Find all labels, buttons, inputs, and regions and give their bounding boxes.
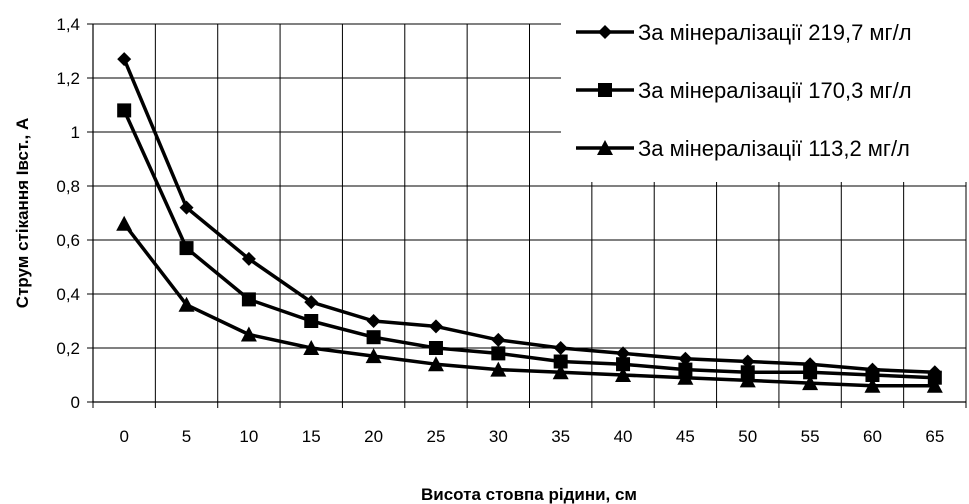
- data-point: [678, 351, 693, 366]
- data-point: [240, 326, 257, 342]
- y-tick-label: 0,2: [56, 339, 80, 358]
- y-tick-label: 1,4: [56, 15, 80, 34]
- x-tick-label: 20: [364, 427, 383, 446]
- x-tick-label: 40: [614, 427, 633, 446]
- legend: За мінералізації 219,7 мг/л За мінераліза…: [561, 4, 969, 182]
- data-point: [739, 372, 756, 388]
- series-3: [116, 215, 943, 393]
- x-tick-label: 5: [182, 427, 191, 446]
- data-point: [864, 377, 881, 393]
- series-line: [122, 58, 935, 375]
- data-point: [491, 332, 506, 347]
- x-tick-label: 65: [925, 427, 944, 446]
- data-point: [553, 341, 568, 355]
- legend-label: За мінералізації 219,7 мг/л: [638, 20, 912, 45]
- data-point: [740, 354, 755, 369]
- data-point: [865, 368, 880, 382]
- data-point: [927, 370, 942, 385]
- x-tick-label: 0: [119, 427, 128, 446]
- data-point: [552, 364, 569, 380]
- legend-entry: За мінералізації 170,3 мг/л: [576, 78, 912, 103]
- data-point: [926, 377, 943, 393]
- x-tick-label: 10: [239, 427, 258, 446]
- data-point: [116, 215, 133, 231]
- x-tick-label: 25: [427, 427, 446, 446]
- data-point: [303, 340, 320, 355]
- data-point: [677, 369, 694, 385]
- data-point: [179, 200, 194, 215]
- x-tick-label: 55: [801, 427, 820, 446]
- series-1: [117, 52, 942, 380]
- y-tick-label: 0,4: [56, 285, 80, 304]
- legend-label: За мінералізації 170,3 мг/л: [638, 78, 912, 103]
- y-tick-label: 0: [71, 393, 80, 412]
- legend-entry: За мінералізації 219,7 мг/л: [576, 20, 912, 45]
- data-point: [803, 365, 818, 380]
- data-point: [179, 241, 194, 256]
- series-line: [122, 109, 935, 380]
- data-point: [491, 346, 506, 361]
- data-point: [615, 367, 632, 382]
- data-point: [241, 251, 256, 266]
- data-point: [366, 314, 381, 328]
- series: [116, 52, 943, 393]
- x-axis-title: Висота стовпа рідини, см: [421, 485, 637, 504]
- legend-marker: [598, 83, 612, 97]
- y-tick-label: 1,2: [56, 69, 80, 88]
- x-tick-label: 35: [551, 427, 570, 446]
- legend-entry: За мінералізації 113,2 мг/л: [576, 136, 910, 161]
- data-point: [616, 346, 631, 361]
- legend-marker: [598, 25, 612, 39]
- data-point: [365, 348, 382, 364]
- data-point: [740, 365, 755, 380]
- data-point: [241, 292, 256, 307]
- y-tick-label: 0,6: [56, 231, 80, 250]
- y-axis-title: Струм стікання Івст., А: [13, 118, 32, 308]
- data-point: [428, 341, 443, 355]
- x-tick-label: 15: [302, 427, 321, 446]
- legend-marker: [597, 140, 613, 155]
- data-point: [427, 356, 444, 372]
- data-point: [117, 52, 132, 67]
- data-point: [304, 295, 319, 310]
- data-point: [117, 103, 132, 118]
- axes: [87, 23, 967, 408]
- y-tick-label: 1: [71, 123, 80, 142]
- series-2: [117, 103, 942, 385]
- data-point: [428, 319, 443, 334]
- grid: [93, 23, 967, 402]
- data-point: [490, 361, 507, 377]
- data-point: [304, 314, 319, 328]
- y-tick-label: 0,8: [56, 177, 80, 196]
- legend-label: За мінералізації 113,2 мг/л: [638, 136, 910, 161]
- x-tick-label: 50: [738, 427, 757, 446]
- data-point: [616, 357, 631, 372]
- data-point: [802, 375, 819, 391]
- data-point: [678, 362, 693, 377]
- data-point: [178, 296, 195, 312]
- x-tick-label: 45: [676, 427, 695, 446]
- x-tick-label: 30: [489, 427, 508, 446]
- tick-labels: 0 0,2 0,4 0,6 0,8 1 1,2 1,4 0 5 10 15 20 25 30 35 40 45 50…: [56, 15, 944, 446]
- data-point: [366, 330, 381, 345]
- x-tick-label: 60: [863, 427, 882, 446]
- series-line: [122, 222, 935, 388]
- data-point: [553, 354, 568, 369]
